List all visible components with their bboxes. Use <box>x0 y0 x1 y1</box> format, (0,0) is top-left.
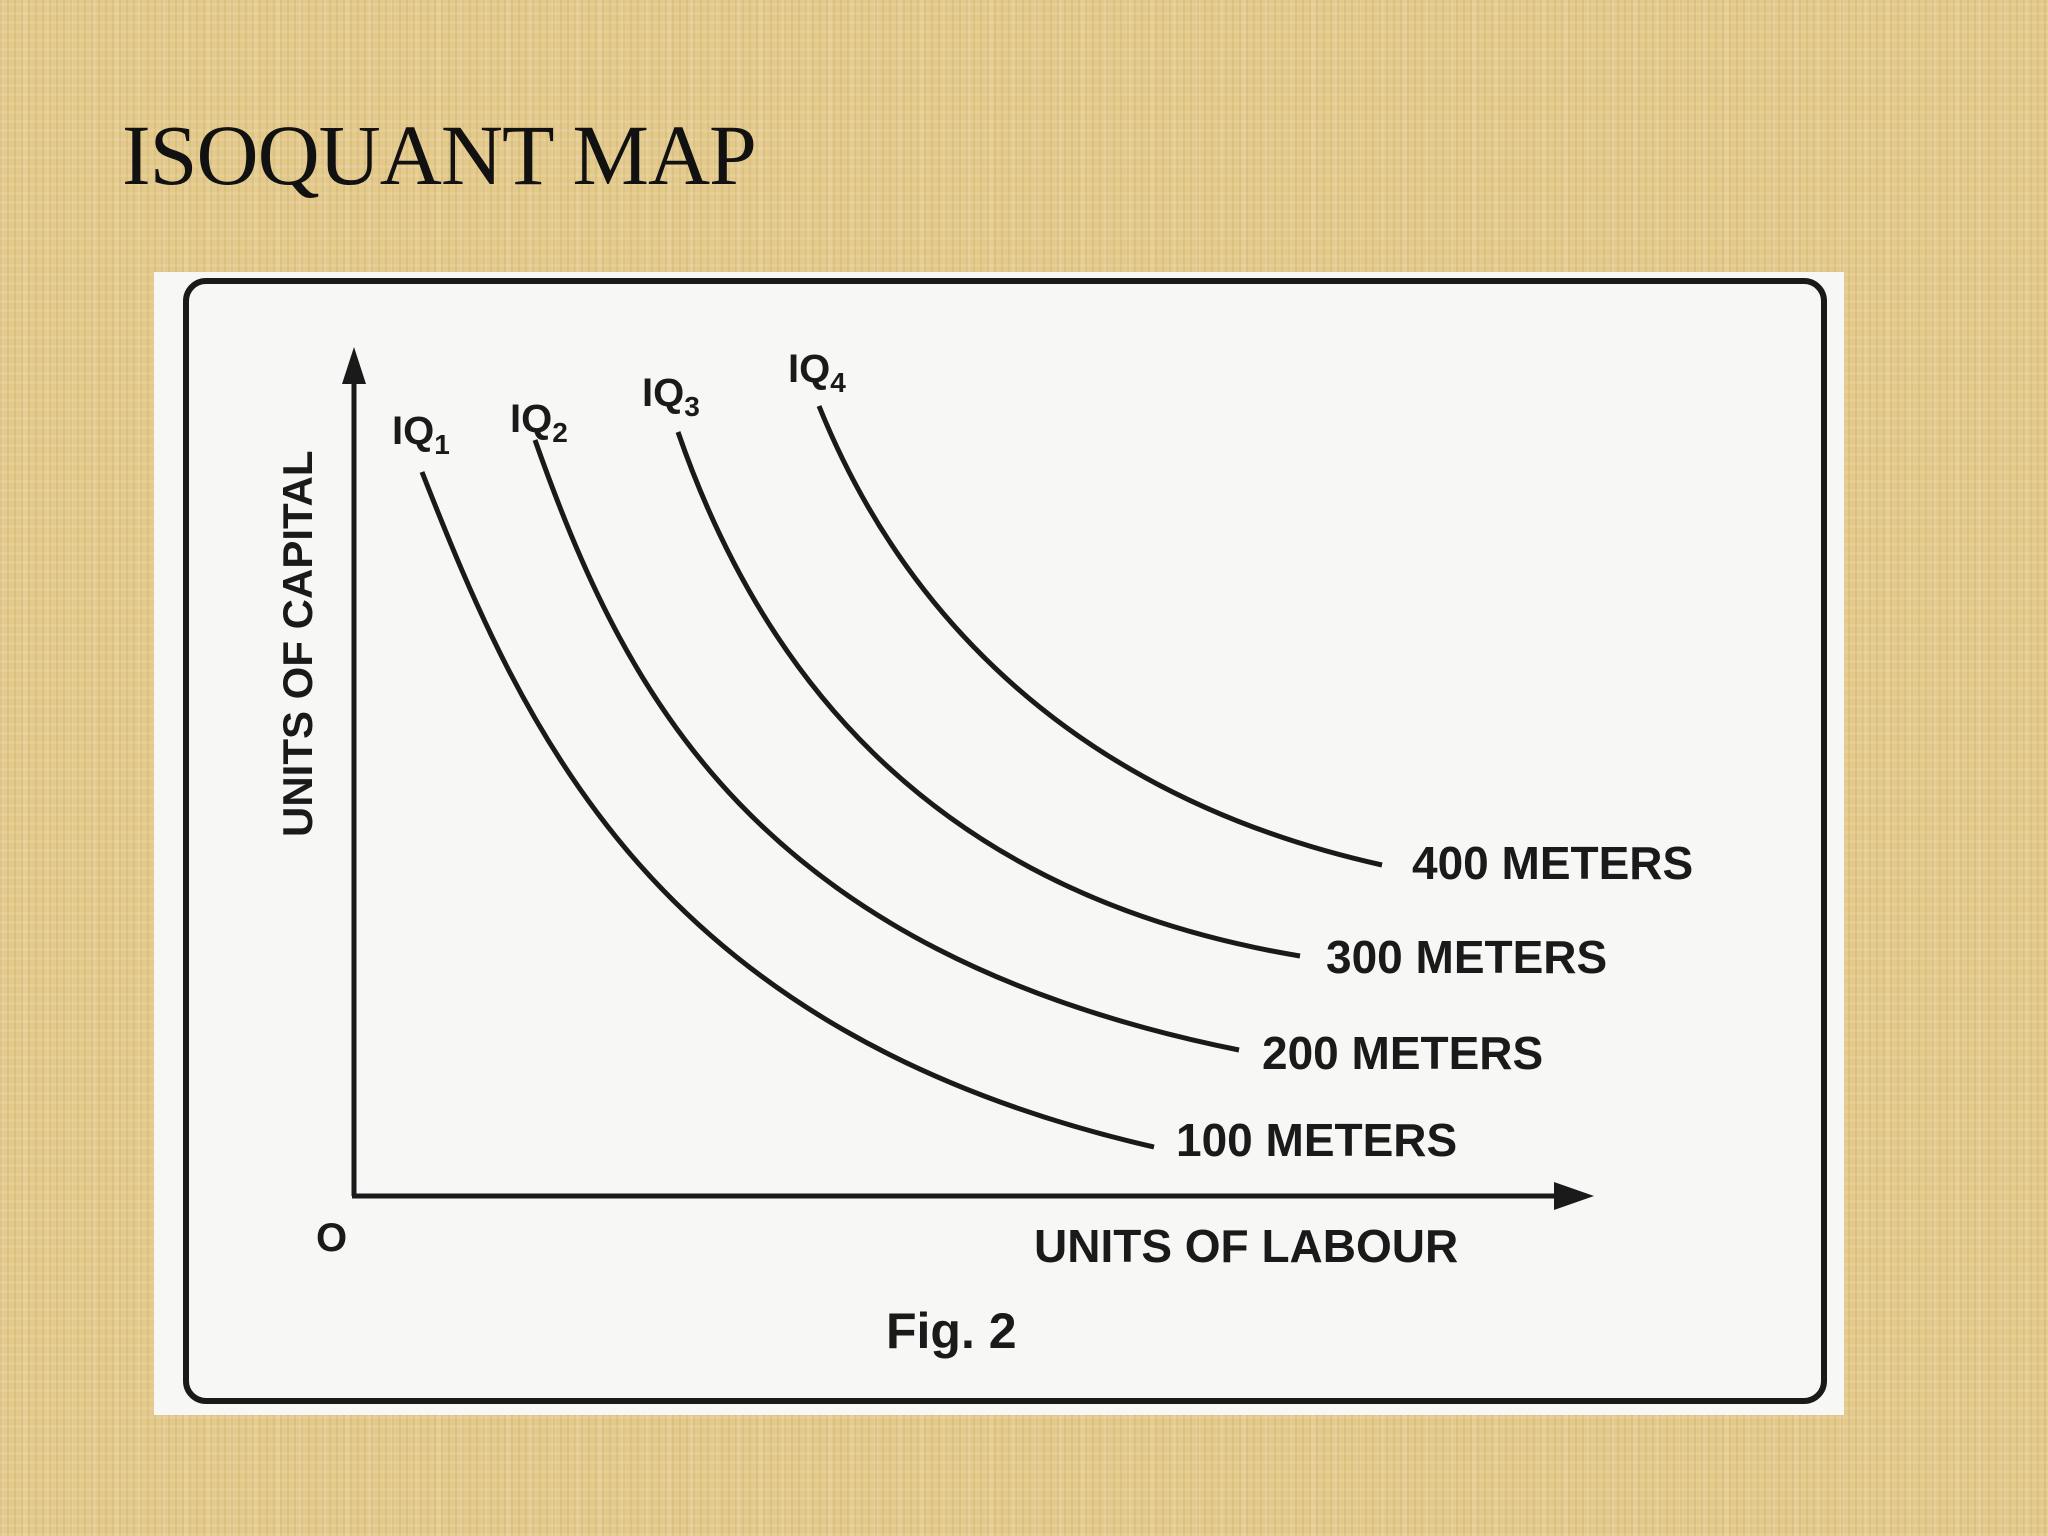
x-axis-label: UNITS OF LABOUR <box>1034 1220 1458 1272</box>
isoquant-name-iq3: IQ <box>642 371 684 415</box>
isoquant-curve-iq1 <box>419 471 1155 1150</box>
y-axis-label: UNITS OF CAPITAL <box>274 450 321 837</box>
isoquant-subscript-iq2: 2 <box>552 417 568 448</box>
isoquant-output-label-iq3: 300 METERS <box>1326 931 1607 983</box>
x-axis-arrowhead <box>1554 1182 1594 1210</box>
isoquant-label-iq2: IQ2 <box>510 397 568 448</box>
isoquant-output-label-iq2: 200 METERS <box>1262 1027 1543 1079</box>
isoquant-subscript-iq1: 1 <box>434 429 450 460</box>
isoquant-diagram: O UNITS OF LABOUR UNITS OF CAPITAL IQ1 I… <box>183 278 1827 1404</box>
isoquant-label-iq3: IQ3 <box>642 371 700 422</box>
figure-border <box>183 278 1827 1404</box>
figure-caption: Fig. 2 <box>886 1303 1017 1359</box>
isoquant-label-iq1: IQ1 <box>392 409 450 460</box>
isoquant-name-iq1: IQ <box>392 409 434 453</box>
isoquant-curve-iq3 <box>675 431 1301 959</box>
figure-panel: O UNITS OF LABOUR UNITS OF CAPITAL IQ1 I… <box>154 272 1844 1415</box>
isoquant-curve-iq4 <box>816 405 1383 868</box>
isoquant-output-label-iq4: 400 METERS <box>1412 837 1693 889</box>
isoquant-subscript-iq3: 3 <box>684 391 700 422</box>
isoquant-label-iq4: IQ4 <box>788 347 846 398</box>
isoquant-name-iq4: IQ <box>788 347 830 391</box>
isoquant-output-label-iq1: 100 METERS <box>1176 1114 1457 1166</box>
y-axis-arrowhead <box>342 347 366 384</box>
slide-title: ISOQUANT MAP <box>122 107 757 203</box>
origin-label: O <box>316 1216 347 1260</box>
isoquant-curve-iq2 <box>532 439 1240 1053</box>
isoquant-name-iq2: IQ <box>510 397 552 441</box>
isoquant-subscript-iq4: 4 <box>830 367 846 398</box>
